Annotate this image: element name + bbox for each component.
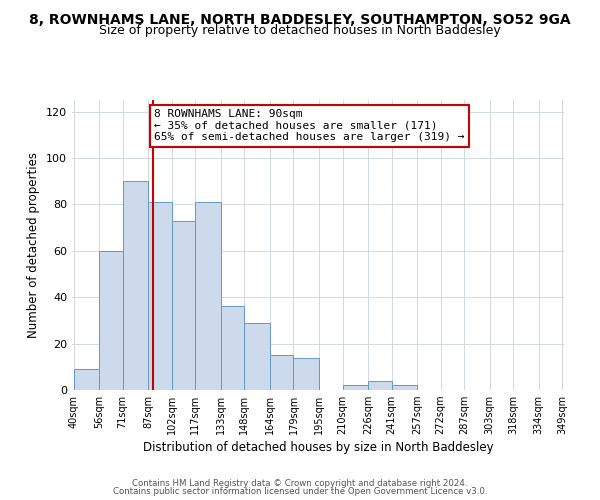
Bar (293, 358, 319, 390)
Bar (270, 355, 293, 390)
X-axis label: Distribution of detached houses by size in North Baddesley: Distribution of detached houses by size … (143, 442, 493, 454)
Bar (122, 181, 148, 390)
Bar (392, 386, 417, 390)
Text: 8, ROWNHAMS LANE, NORTH BADDESLEY, SOUTHAMPTON, SO52 9GA: 8, ROWNHAMS LANE, NORTH BADDESLEY, SOUTH… (29, 12, 571, 26)
Bar (148, 202, 172, 390)
Bar (343, 386, 368, 390)
Y-axis label: Number of detached properties: Number of detached properties (28, 152, 40, 338)
Bar (221, 306, 244, 390)
Bar (244, 322, 270, 390)
Text: Contains HM Land Registry data © Crown copyright and database right 2024.: Contains HM Land Registry data © Crown c… (132, 478, 468, 488)
Bar (99, 251, 122, 390)
Bar (74, 369, 99, 390)
Bar (368, 380, 392, 390)
Text: Size of property relative to detached houses in North Baddesley: Size of property relative to detached ho… (99, 24, 501, 37)
Text: 8 ROWNHAMS LANE: 90sqm
← 35% of detached houses are smaller (171)
65% of semi-de: 8 ROWNHAMS LANE: 90sqm ← 35% of detached… (154, 110, 465, 142)
Text: Contains public sector information licensed under the Open Government Licence v3: Contains public sector information licen… (113, 487, 487, 496)
Bar (196, 202, 221, 390)
Bar (172, 220, 196, 390)
